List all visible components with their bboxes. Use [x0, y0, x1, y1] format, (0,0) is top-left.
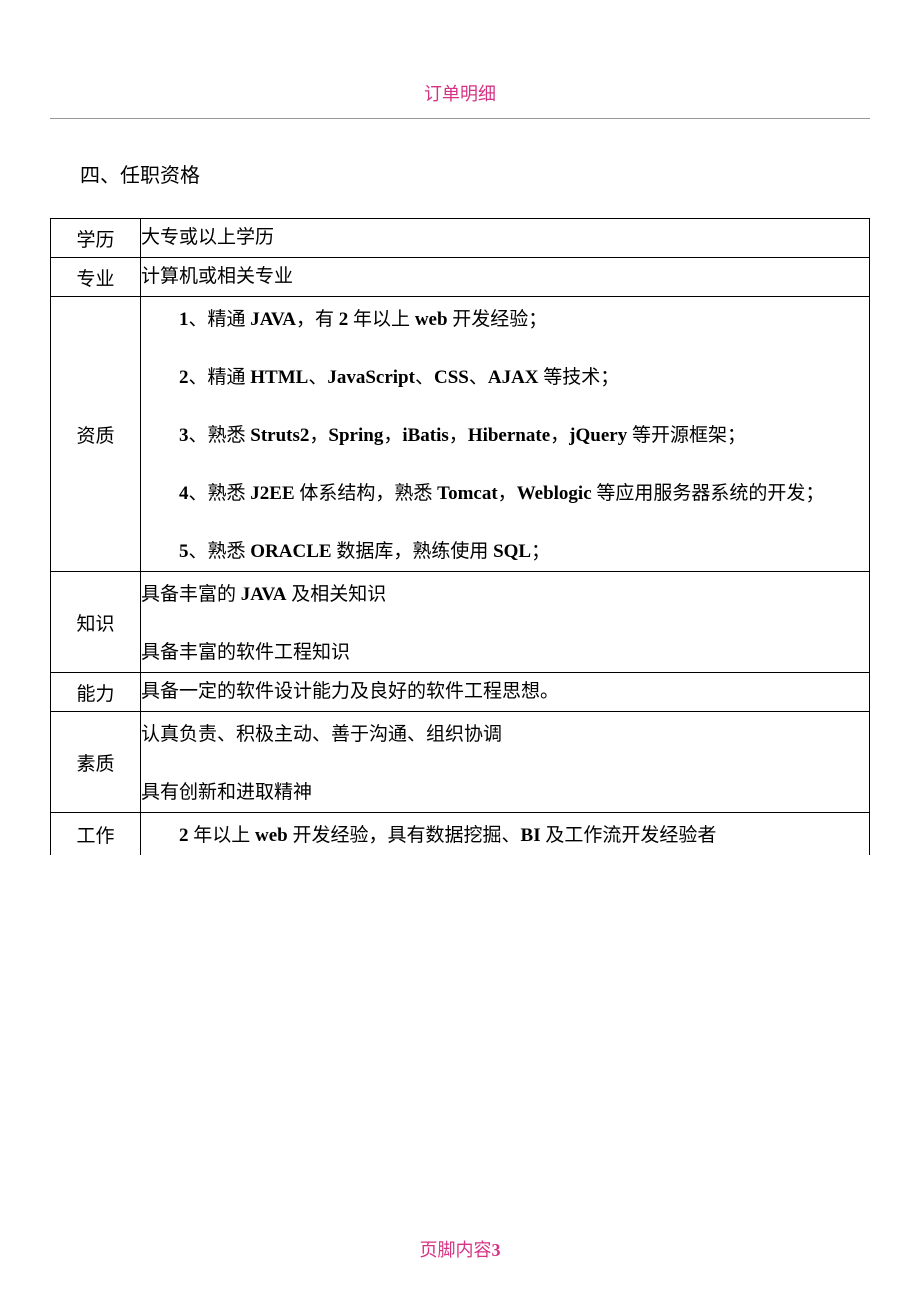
table-row: 专业计算机或相关专业 [51, 258, 870, 297]
row-label: 专业 [51, 258, 141, 297]
row-label: 资质 [51, 297, 141, 572]
table-row: 知识具备丰富的 JAVA 及相关知识具备丰富的软件工程知识 [51, 572, 870, 673]
bold-text: web [415, 309, 448, 330]
bold-text: Tomcat [437, 483, 498, 504]
section-title: 四、任职资格 [80, 159, 870, 188]
row-content: 1、精通 JAVA，有 2 年以上 web 开发经验； 2、精通 HTML、Jav… [141, 297, 870, 572]
bold-text: J2EE [250, 483, 294, 504]
footer-page-number: 3 [492, 1240, 501, 1260]
bold-text: ORACLE [250, 541, 331, 562]
table-row: 素质认真负责、积极主动、善于沟通、组织协调具有创新和进取精神 [51, 712, 870, 813]
row-label: 素质 [51, 712, 141, 813]
bold-text: web [255, 825, 288, 846]
bold-text: BI [521, 825, 541, 846]
page-footer: 页脚内容3 [0, 1236, 920, 1262]
content-line: 认真负责、积极主动、善于沟通、组织协调 [141, 716, 869, 754]
table-row: 工作2 年以上 web 开发经验，具有数据挖掘、BI 及工作流开发经验者 [51, 813, 870, 856]
bold-text: 3 [179, 425, 189, 446]
content-line: 2、精通 HTML、JavaScript、CSS、AJAX 等技术； [141, 359, 869, 397]
bold-text: 1 [179, 309, 189, 330]
bold-text: JAVA [250, 309, 296, 330]
qualifications-table: 学历大专或以上学历专业计算机或相关专业资质1、精通 JAVA，有 2 年以上 w… [50, 218, 870, 855]
bold-text: Weblogic [517, 483, 592, 504]
content-line: 4、熟悉 J2EE 体系结构，熟悉 Tomcat，Weblogic 等应用服务器… [141, 475, 869, 513]
content-line: 1、精通 JAVA，有 2 年以上 web 开发经验； [141, 301, 869, 339]
bold-text: 2 [179, 367, 189, 388]
row-content: 认真负责、积极主动、善于沟通、组织协调具有创新和进取精神 [141, 712, 870, 813]
row-content: 具备丰富的 JAVA 及相关知识具备丰富的软件工程知识 [141, 572, 870, 673]
bold-text: 5 [179, 541, 189, 562]
row-label: 知识 [51, 572, 141, 673]
content-line: 2 年以上 web 开发经验，具有数据挖掘、BI 及工作流开发经验者 [141, 817, 869, 855]
page-header: 订单明细 [50, 80, 870, 119]
row-content: 具备一定的软件设计能力及良好的软件工程思想。 [141, 673, 870, 712]
bold-text: CSS [434, 367, 469, 388]
table-row: 学历大专或以上学历 [51, 219, 870, 258]
footer-text: 页脚内容 [420, 1240, 492, 1260]
bold-text: 4 [179, 483, 189, 504]
bold-text: 2 [179, 825, 189, 846]
bold-text: JAVA [241, 584, 287, 605]
row-content: 2 年以上 web 开发经验，具有数据挖掘、BI 及工作流开发经验者 [141, 813, 870, 856]
row-label: 学历 [51, 219, 141, 258]
bold-text: JavaScript [327, 367, 415, 388]
header-title: 订单明细 [424, 84, 496, 104]
row-content: 大专或以上学历 [141, 219, 870, 258]
table-row: 资质1、精通 JAVA，有 2 年以上 web 开发经验； 2、精通 HTML、J… [51, 297, 870, 572]
bold-text: SQL [493, 541, 531, 562]
bold-text: HTML [250, 367, 308, 388]
bold-text: Spring [328, 425, 383, 446]
bold-text: 2 [339, 309, 349, 330]
bold-text: AJAX [488, 367, 539, 388]
row-label: 能力 [51, 673, 141, 712]
bold-text: Hibernate [468, 425, 550, 446]
content-line: 具有创新和进取精神 [141, 774, 869, 812]
content-line: 具备丰富的 JAVA 及相关知识 [141, 576, 869, 614]
bold-text: jQuery [569, 425, 627, 446]
bold-text: Struts2 [250, 425, 309, 446]
table-row: 能力具备一定的软件设计能力及良好的软件工程思想。 [51, 673, 870, 712]
bold-text: iBatis [402, 425, 448, 446]
content-line: 5、熟悉 ORACLE 数据库，熟练使用 SQL； [141, 533, 869, 571]
row-content: 计算机或相关专业 [141, 258, 870, 297]
row-label: 工作 [51, 813, 141, 856]
content-line: 3、熟悉 Struts2，Spring，iBatis，Hibernate，jQu… [141, 417, 869, 455]
content-line: 具备丰富的软件工程知识 [141, 634, 869, 672]
